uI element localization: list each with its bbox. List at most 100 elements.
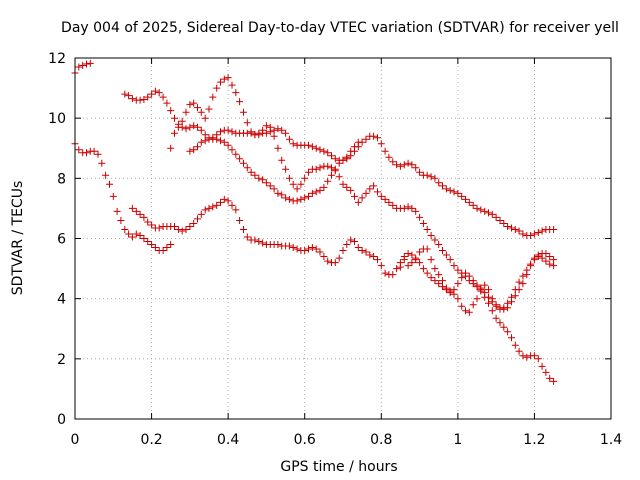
- data-point: [370, 253, 378, 260]
- data-point: [347, 147, 355, 155]
- data-point: [278, 126, 286, 134]
- data-point: [240, 159, 247, 167]
- data-point: [224, 141, 232, 149]
- data-point: [316, 146, 324, 154]
- data-point: [236, 155, 244, 163]
- data-point: [75, 63, 83, 71]
- data-point: [136, 96, 144, 104]
- data-point: [293, 197, 301, 205]
- data-point: [335, 173, 343, 181]
- data-point: [508, 293, 515, 301]
- data-point: [190, 146, 198, 154]
- data-point: [408, 204, 416, 212]
- data-point: [458, 192, 466, 200]
- data-point: [519, 272, 527, 280]
- data-point: [213, 131, 221, 139]
- data-point: [423, 269, 431, 277]
- data-point: [469, 201, 477, 209]
- data-point: [431, 265, 439, 273]
- data-point: [439, 283, 446, 291]
- data-point: [439, 247, 446, 254]
- data-point: [523, 353, 531, 361]
- data-point: [174, 123, 182, 131]
- data-point: [243, 164, 251, 172]
- data-point: [75, 146, 83, 154]
- data-point: [83, 149, 90, 157]
- data-point: [465, 272, 473, 280]
- data-point: [151, 87, 159, 95]
- data-point: [182, 125, 190, 133]
- data-point: [435, 179, 443, 187]
- data-point: [228, 146, 236, 154]
- data-point: [190, 99, 198, 107]
- data-point: [289, 244, 297, 251]
- data-point: [79, 62, 87, 69]
- data-point: [262, 122, 270, 130]
- data-point: [504, 223, 512, 230]
- data-point: [492, 302, 500, 310]
- data-point: [530, 230, 538, 238]
- data-point: [515, 278, 523, 286]
- data-point: [278, 156, 286, 164]
- data-point: [435, 271, 443, 279]
- data-point: [128, 95, 136, 103]
- data-point: [316, 186, 324, 194]
- data-point: [362, 189, 370, 197]
- data-point: [385, 198, 393, 206]
- data-point: [351, 192, 358, 200]
- data-point: [178, 227, 186, 235]
- data-point: [450, 188, 458, 196]
- x-tick-label: 1: [453, 432, 462, 448]
- data-point: [500, 323, 508, 331]
- data-point: [194, 143, 201, 151]
- data-point: [354, 198, 362, 206]
- data-point: [358, 194, 366, 202]
- data-point: [144, 93, 152, 101]
- data-point: [190, 122, 198, 130]
- data-point: [488, 298, 496, 306]
- data-point: [427, 256, 435, 264]
- data-point: [335, 254, 343, 262]
- data-point: [167, 107, 175, 115]
- data-point: [159, 247, 167, 254]
- data-point: [251, 171, 259, 179]
- data-point: [462, 307, 469, 315]
- data-point: [485, 286, 492, 294]
- data-point: [546, 253, 554, 260]
- data-point: [393, 265, 401, 273]
- data-point: [167, 241, 175, 248]
- data-point: [113, 207, 121, 215]
- data-point: [86, 59, 94, 67]
- data-point: [320, 147, 328, 155]
- data-point: [496, 305, 504, 313]
- data-point: [381, 147, 389, 155]
- data-point: [462, 195, 469, 203]
- data-point: [550, 226, 558, 233]
- data-point: [416, 213, 424, 221]
- data-point: [205, 204, 213, 212]
- data-point: [289, 180, 297, 188]
- data-point: [423, 226, 431, 233]
- data-point: [171, 223, 178, 230]
- data-point: [285, 174, 293, 182]
- data-point: [305, 168, 312, 176]
- data-point: [393, 161, 401, 169]
- data-point: [450, 286, 458, 294]
- data-point: [255, 174, 263, 182]
- data-point: [519, 280, 527, 288]
- data-point: [201, 114, 209, 122]
- data-point: [485, 299, 492, 307]
- data-point: [331, 259, 339, 267]
- data-point: [293, 185, 301, 193]
- data-point: [423, 171, 431, 179]
- data-point: [496, 217, 504, 224]
- data-point: [530, 352, 538, 360]
- data-point: [266, 128, 274, 136]
- data-point: [412, 256, 420, 264]
- data-point: [312, 245, 320, 253]
- data-point: [427, 173, 435, 181]
- data-point: [106, 180, 113, 188]
- data-point: [301, 247, 309, 254]
- data-point: [308, 189, 316, 197]
